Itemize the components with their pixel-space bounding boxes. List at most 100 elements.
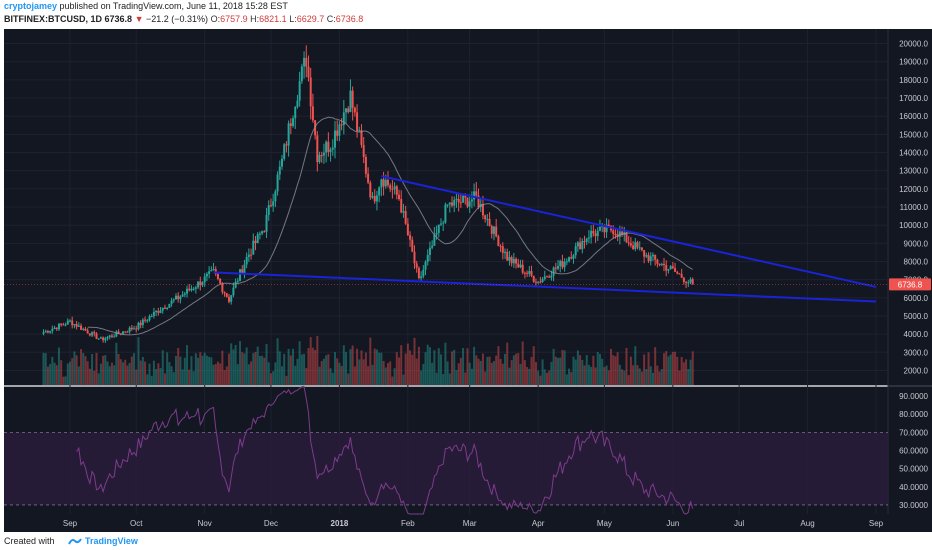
candle: [367, 173, 370, 183]
volume-bar: [300, 354, 303, 385]
volume-bar: [322, 358, 325, 385]
candle: [486, 218, 489, 220]
volume-bar: [537, 370, 540, 385]
tradingview-brand: TradingView: [85, 536, 138, 546]
volume-bar: [605, 365, 608, 385]
candle: [559, 260, 562, 267]
symbol-label[interactable]: BITFINEX:BTCUSD, 1D: [4, 14, 103, 24]
candle: [691, 279, 694, 285]
volume-bar: [91, 353, 94, 385]
volume-bar: [364, 352, 367, 385]
volume-bar: [444, 342, 447, 385]
volume-bar: [645, 369, 648, 385]
volume-bar: [647, 352, 650, 385]
rsi-axis-label: 50.0000: [899, 465, 928, 474]
candle: [466, 197, 469, 207]
volume-bar: [583, 365, 586, 385]
trendline[interactable]: [381, 175, 877, 288]
volume-bar: [594, 367, 597, 385]
open-label: O:: [210, 14, 221, 24]
volume-bar: [490, 362, 493, 385]
volume-bar: [289, 355, 292, 385]
tradingview-link[interactable]: TradingView: [68, 532, 138, 550]
price-axis-label: 11000.0: [900, 203, 929, 212]
candle: [150, 315, 153, 317]
rsi-axis-label: 60.0000: [899, 447, 928, 456]
candle: [369, 182, 372, 198]
volume-bar: [409, 350, 412, 385]
volume-bar: [541, 359, 544, 385]
volume-bar: [353, 366, 356, 385]
candle: [532, 275, 535, 282]
volume-bar: [656, 365, 659, 385]
volume-bar: [267, 362, 270, 385]
volume-bar: [152, 360, 155, 385]
candle: [598, 227, 601, 231]
candle: [148, 316, 151, 321]
volume-bar: [263, 357, 266, 385]
time-axis[interactable]: [4, 514, 932, 532]
volume-bar: [311, 347, 314, 385]
candle: [581, 241, 584, 250]
volume-bar: [598, 354, 601, 385]
volume-bar: [614, 356, 617, 385]
candle: [484, 215, 487, 220]
candle: [455, 198, 458, 200]
volume-bar: [201, 355, 204, 385]
candle: [417, 267, 420, 279]
trendline[interactable]: [213, 271, 877, 303]
candle: [521, 264, 524, 273]
volume-bar: [382, 360, 385, 385]
volume-bar: [517, 353, 520, 385]
candle: [629, 243, 632, 246]
rsi-axis-label: 70.0000: [899, 428, 928, 437]
volume-bar: [433, 350, 436, 385]
candle: [554, 267, 557, 269]
candle: [157, 311, 160, 313]
price-chart[interactable]: 2000.03000.04000.05000.06000.07000.08000…: [0, 27, 932, 532]
volume-bar: [424, 352, 427, 385]
volume-bar: [340, 365, 343, 385]
candle: [459, 202, 462, 204]
candle: [64, 324, 67, 326]
candle: [97, 338, 100, 340]
volume-bar: [539, 375, 542, 385]
candle: [303, 57, 306, 67]
candle: [404, 211, 407, 224]
candle: [380, 179, 383, 188]
time-axis-label: Feb: [401, 519, 415, 528]
candle: [464, 195, 467, 198]
candle: [305, 57, 308, 67]
price-axis-label: 4000.0: [904, 330, 929, 339]
candle: [192, 288, 195, 290]
author-link[interactable]: cryptojamey: [4, 1, 58, 11]
volume-bar: [651, 372, 654, 385]
low-label: L:: [289, 14, 297, 24]
volume-bar: [442, 374, 445, 385]
candle: [501, 246, 504, 253]
candle: [654, 254, 657, 260]
candle: [190, 288, 193, 291]
footer: Created with TradingView: [0, 532, 932, 550]
volume-bar: [133, 353, 136, 385]
volume-bar: [523, 360, 526, 385]
candle: [528, 271, 531, 274]
candle: [492, 226, 495, 234]
volume-bar: [451, 351, 454, 385]
volume-bar: [671, 351, 674, 385]
price-axis-label: 2000.0: [904, 366, 929, 375]
candle: [86, 330, 89, 334]
candle: [680, 274, 683, 278]
price-axis[interactable]: [888, 29, 932, 514]
volume-bar: [159, 368, 162, 385]
candle: [296, 100, 299, 108]
candle: [66, 320, 69, 325]
candle: [497, 236, 500, 247]
volume-bar: [181, 369, 184, 385]
volume-bar: [245, 347, 248, 385]
volume-bar: [545, 372, 548, 385]
volume-bar: [678, 370, 681, 385]
candle: [587, 237, 590, 239]
volume-bar: [446, 361, 449, 385]
volume-bar: [247, 364, 250, 385]
